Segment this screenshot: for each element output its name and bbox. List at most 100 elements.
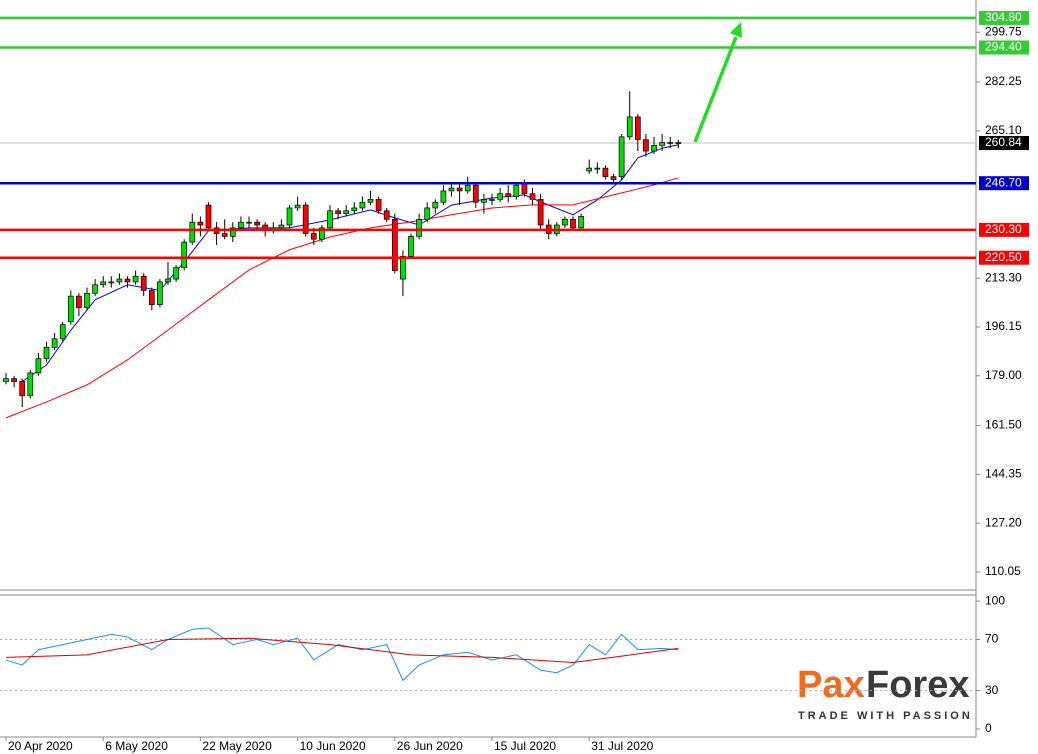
level-label: 304.80 <box>985 10 1022 24</box>
candle-body <box>286 207 293 226</box>
candle-body <box>278 224 285 229</box>
candle-body <box>351 207 358 212</box>
y-tick-label: 127.20 <box>985 515 1022 529</box>
candle-body <box>562 218 568 226</box>
candle-body <box>432 201 439 209</box>
candle-body <box>497 193 503 200</box>
candle-body <box>205 204 212 229</box>
candle-body <box>67 295 74 323</box>
candle-body <box>157 281 163 306</box>
candle-body <box>529 193 536 200</box>
candle-body <box>505 193 512 197</box>
y-tick-label: 100 <box>985 593 1005 607</box>
candle-body <box>391 218 398 271</box>
current-price-box <box>979 135 1029 150</box>
level-label-box <box>979 40 1029 55</box>
logo: Pax Forex TRADE WITH PASSION <box>797 664 973 722</box>
candle-body <box>197 221 204 226</box>
candle-body <box>229 227 236 237</box>
y-tick-label: 30 <box>985 683 999 697</box>
x-tick-label: 10 Jun 2020 <box>300 739 366 753</box>
logo-brand-a: Pax <box>797 664 865 706</box>
trend-arrow <box>693 36 738 143</box>
level-label: 230.30 <box>985 222 1022 236</box>
y-tick-label: 144.35 <box>985 467 1022 481</box>
candle-body <box>100 281 107 286</box>
indicator-line <box>5 627 679 682</box>
candle-body <box>124 278 131 283</box>
candle-body <box>448 187 455 192</box>
candle-body <box>651 145 657 152</box>
candle-body <box>189 221 196 243</box>
y-tick-label: 70 <box>985 632 999 646</box>
candle-body <box>238 221 244 229</box>
candle-body <box>513 184 520 197</box>
level-label-box <box>979 222 1029 237</box>
level-label: 246.70 <box>985 175 1022 189</box>
candle-body <box>359 201 366 209</box>
candle-body <box>659 142 665 146</box>
candle-body <box>383 210 390 220</box>
candle-body <box>140 275 147 291</box>
candle-body <box>327 210 333 229</box>
logo-tagline: TRADE WITH PASSION <box>798 710 973 722</box>
candle-body <box>618 136 625 178</box>
y-tick-label: 299.75 <box>985 24 1022 38</box>
candle-body <box>643 139 649 152</box>
candle-body <box>367 199 374 203</box>
y-tick-label: 196.15 <box>985 319 1022 333</box>
logo-brand-b: Forex <box>866 664 969 706</box>
candle-body <box>221 233 228 237</box>
level-label-box <box>979 250 1029 265</box>
candle-body <box>424 207 431 220</box>
x-tick-label: 6 May 2020 <box>105 739 168 753</box>
candle-body <box>319 227 325 240</box>
candle-body <box>610 176 617 180</box>
candle-body <box>51 338 58 348</box>
candle-body <box>456 187 463 192</box>
candle-body <box>626 116 633 138</box>
candle-body <box>602 167 609 178</box>
candle-body <box>472 184 479 203</box>
candle-body <box>578 216 584 229</box>
candle-body <box>489 199 495 201</box>
candle-body <box>116 278 123 283</box>
candle-body <box>84 292 90 308</box>
candle-body <box>246 221 252 224</box>
candle-body <box>335 210 341 214</box>
candle-body <box>27 372 34 397</box>
moving-average <box>5 177 679 419</box>
candle-body <box>11 378 17 382</box>
y-tick-label: 110.05 <box>985 564 1021 578</box>
candle-body <box>667 142 674 144</box>
y-tick-label: 213.30 <box>985 270 1022 284</box>
candle-body <box>586 167 593 172</box>
candle-body <box>165 278 171 283</box>
candle-body <box>294 204 301 209</box>
y-tick-label: 0 <box>985 721 992 735</box>
candle-body <box>254 221 260 226</box>
candle-body <box>464 184 471 192</box>
candle-body <box>408 236 414 257</box>
candle-body <box>440 190 447 203</box>
candle-body <box>3 378 9 382</box>
candle-body <box>92 284 98 294</box>
x-tick-label: 22 May 2020 <box>202 739 272 753</box>
candle-body <box>19 381 26 397</box>
candle-body <box>675 142 682 144</box>
candle-body <box>76 295 82 308</box>
y-tick-label: 161.50 <box>985 418 1022 432</box>
level-label: 294.40 <box>985 40 1022 54</box>
candle-body <box>570 218 576 229</box>
candle-body <box>59 324 66 340</box>
y-tick-label: 265.10 <box>985 123 1022 137</box>
candle-body <box>416 218 422 237</box>
candle-body <box>108 281 115 284</box>
y-tick-label: 179.00 <box>985 368 1022 382</box>
candle-body <box>375 199 382 212</box>
moving-average <box>21 144 679 382</box>
x-tick-label: 26 Jun 2020 <box>397 739 463 753</box>
candle-body <box>537 199 544 226</box>
candle-body <box>302 204 309 234</box>
